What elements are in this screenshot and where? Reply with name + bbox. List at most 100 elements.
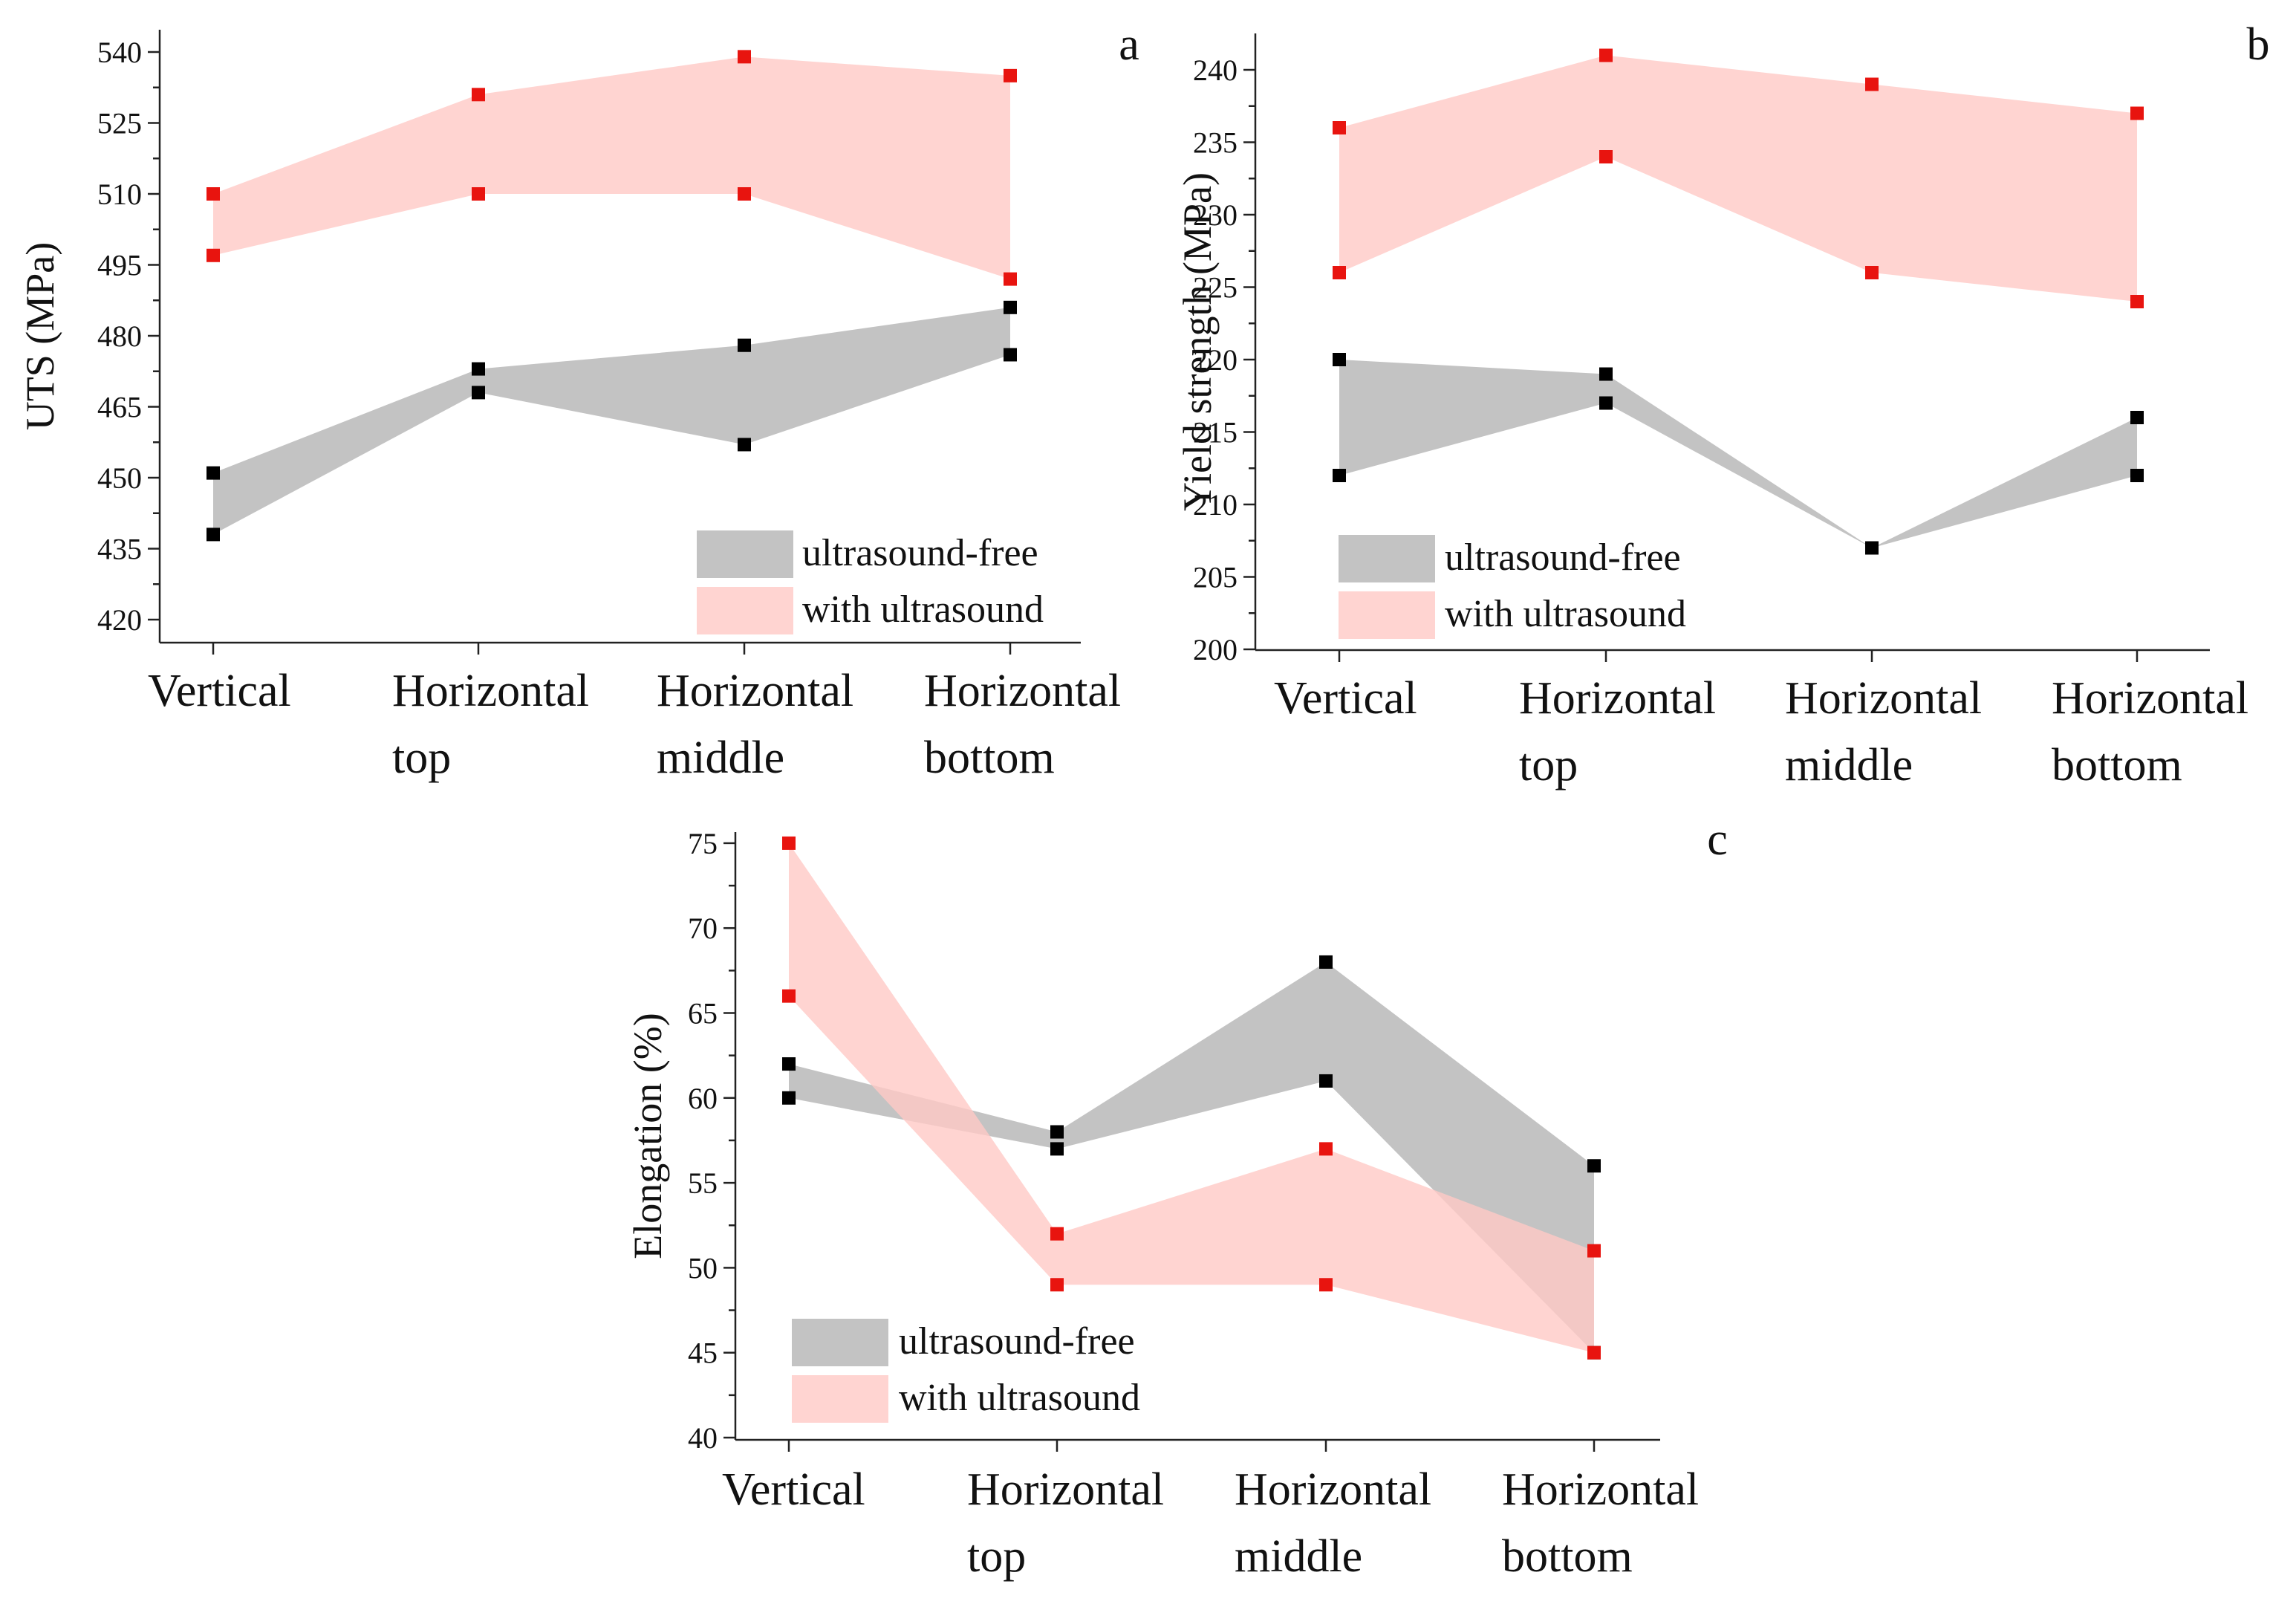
y-tick-label: 495 — [97, 249, 142, 282]
x-tick-label: middle — [657, 733, 784, 783]
y-tick-label: 215 — [1193, 416, 1238, 449]
data-point-with-ultrasound — [1333, 121, 1346, 134]
chart-panel-c: 40 45 50 55 60 65 70 75 Vertical Horizontal top Hor… — [625, 814, 1728, 1582]
x-tick-label: Vertical — [1274, 673, 1417, 724]
panel-letter: b — [2247, 19, 2270, 70]
data-point-with-ultrasound — [1333, 266, 1346, 279]
data-point-with-ultrasound — [1050, 1227, 1064, 1241]
x-tick-label: top — [967, 1531, 1026, 1582]
y-tick-label: 55 — [688, 1166, 718, 1200]
y-tick-label: 230 — [1193, 198, 1238, 232]
y-tick-label: 70 — [688, 912, 718, 945]
y-tick-label: 450 — [97, 461, 142, 495]
x-tick-label: bottom — [1502, 1531, 1633, 1582]
y-tick-label: 65 — [688, 997, 718, 1030]
y-tick-label: 50 — [688, 1251, 718, 1285]
y-axis-title: Yield strength (MPa) — [1175, 172, 1220, 511]
data-point-ultrasound-free — [1599, 367, 1613, 381]
x-tick-label: bottom — [924, 733, 1055, 783]
chart-panel-b: 200 205 210 215 220 225 230 235 240 Vertical Horiz… — [1175, 19, 2270, 790]
x-tick-label: Horizontal — [1785, 673, 1982, 724]
x-tick-label: Horizontal — [1235, 1464, 1431, 1515]
data-point-with-ultrasound — [738, 187, 751, 201]
y-tick-label: 465 — [97, 391, 142, 424]
legend-swatch-ultrasound-free — [792, 1319, 888, 1366]
legend-label-with-ultrasound: with ultrasound — [899, 1377, 1140, 1419]
data-point-ultrasound-free — [782, 1091, 796, 1105]
chart-panel-a: 420 435 450 465 480 495 510 525 540 Vertical Horiz… — [18, 19, 1139, 783]
data-point-with-ultrasound — [1587, 1345, 1601, 1360]
legend-swatch-with-ultrasound — [1339, 591, 1435, 639]
data-point-with-ultrasound — [782, 836, 796, 850]
data-point-ultrasound-free — [1050, 1125, 1064, 1139]
legend: ultrasound-free with ultrasound — [1339, 535, 1686, 639]
y-tick-label: 435 — [97, 533, 142, 566]
legend-label-ultrasound-free: ultrasound-free — [1445, 536, 1681, 579]
data-point-ultrasound-free — [206, 527, 220, 542]
x-tick-label: top — [1519, 740, 1578, 790]
y-tick-label: 525 — [97, 107, 142, 140]
y-tick-label: 510 — [97, 178, 142, 211]
y-tick-label: 60 — [688, 1082, 718, 1115]
legend: ultrasound-free with ultrasound — [792, 1319, 1140, 1423]
data-point-with-ultrasound — [206, 187, 220, 201]
data-point-ultrasound-free — [2130, 411, 2144, 424]
data-point-ultrasound-free — [1050, 1142, 1064, 1156]
data-point-with-ultrasound — [1004, 272, 1017, 286]
band-with-ultrasound — [789, 843, 1594, 1353]
data-point-ultrasound-free — [472, 386, 485, 400]
data-point-ultrasound-free — [1004, 300, 1017, 314]
data-point-ultrasound-free — [1333, 353, 1346, 366]
data-point-with-ultrasound — [1599, 150, 1613, 163]
x-tick-label: Horizontal — [1502, 1464, 1699, 1515]
x-tick-label: Vertical — [722, 1464, 865, 1515]
data-point-ultrasound-free — [206, 466, 220, 480]
y-tick-label: 40 — [688, 1421, 718, 1455]
y-tick-label: 75 — [688, 827, 718, 860]
data-point-ultrasound-free — [1004, 348, 1017, 362]
y-tick-label: 240 — [1193, 53, 1238, 87]
data-point-with-ultrasound — [1865, 77, 1879, 91]
y-tick-label: 225 — [1193, 271, 1238, 305]
legend: ultrasound-free with ultrasound — [697, 530, 1044, 634]
data-point-ultrasound-free — [1319, 1074, 1333, 1088]
data-point-with-ultrasound — [1004, 68, 1017, 82]
data-point-with-ultrasound — [1319, 1278, 1333, 1292]
legend-label-ultrasound-free: ultrasound-free — [802, 532, 1038, 574]
y-tick-label: 45 — [688, 1337, 718, 1370]
legend-swatch-with-ultrasound — [697, 587, 793, 634]
data-point-ultrasound-free — [782, 1057, 796, 1071]
data-point-with-ultrasound — [1587, 1244, 1601, 1258]
data-point-with-ultrasound — [1599, 48, 1613, 62]
data-point-ultrasound-free — [1333, 469, 1346, 482]
legend-swatch-ultrasound-free — [697, 530, 793, 578]
panel-letter: a — [1119, 19, 1139, 70]
x-tick-label: Horizontal — [2052, 673, 2248, 724]
data-point-with-ultrasound — [1865, 266, 1879, 279]
x-tick-label: Horizontal — [392, 666, 589, 716]
data-point-with-ultrasound — [2130, 295, 2144, 308]
data-point-ultrasound-free — [738, 338, 751, 352]
data-point-ultrasound-free — [472, 362, 485, 376]
y-tick-label: 480 — [97, 319, 142, 353]
x-tick-label: Vertical — [148, 666, 291, 716]
legend-swatch-ultrasound-free — [1339, 535, 1435, 582]
band-ultrasound-free — [213, 307, 1010, 535]
x-tick-label: middle — [1235, 1531, 1362, 1582]
legend-label-ultrasound-free: ultrasound-free — [899, 1320, 1135, 1363]
y-tick-label: 205 — [1193, 561, 1238, 594]
y-tick-label: 200 — [1193, 633, 1238, 666]
panel-letter: c — [1707, 814, 1728, 865]
data-point-with-ultrasound — [472, 187, 485, 201]
data-point-with-ultrasound — [472, 88, 485, 102]
y-tick-label: 210 — [1193, 488, 1238, 522]
x-tick-label: Horizontal — [967, 1464, 1164, 1515]
y-tick-label: 540 — [97, 36, 142, 69]
data-point-with-ultrasound — [782, 989, 796, 1003]
y-axis-title: UTS (MPa) — [18, 242, 62, 431]
data-point-ultrasound-free — [1587, 1159, 1601, 1173]
data-point-ultrasound-free — [1319, 955, 1333, 969]
y-tick-label: 220 — [1193, 343, 1238, 377]
x-tick-label: Horizontal — [924, 666, 1121, 716]
